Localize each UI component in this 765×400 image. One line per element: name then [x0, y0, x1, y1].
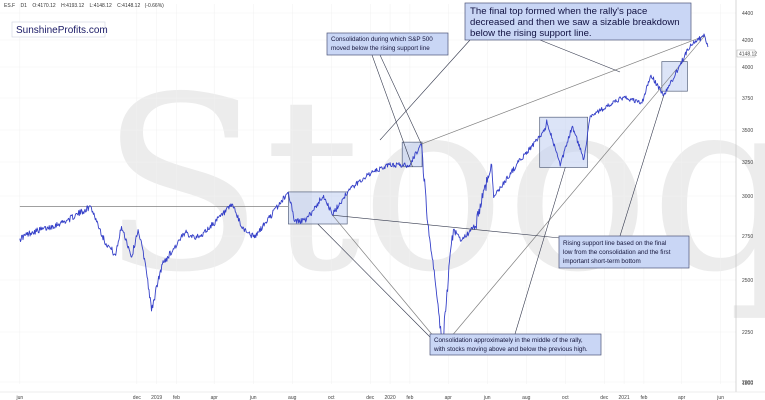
callout-leader-line	[317, 223, 433, 340]
callout-consolidation-sp-line-1: Consolidation during which S&P 500	[331, 36, 433, 43]
callout-rising-support: Rising support line based on the final l…	[558, 235, 690, 269]
callout-final-top: The final top formed when the rally's pa…	[464, 2, 692, 41]
callout-consolidation-middle-line-1: Consolidation approximately in the middl…	[434, 337, 583, 344]
callout-rising-support-line-2: low from the consolidation and the first	[563, 249, 671, 256]
callout-consolidation-middle: Consolidation approximately in the middl…	[429, 333, 602, 356]
x-tick-label: jun	[483, 395, 491, 400]
y-tick-label: 2250	[742, 330, 753, 336]
x-tick-label: 2021	[619, 395, 630, 400]
brand-text: SunshineProfits.com	[16, 25, 108, 36]
callout-consolidation-sp-line-2: moved below the rising support line	[331, 45, 430, 52]
callout-rising-support-line-3: important short-term bottom	[563, 258, 641, 265]
y-tick-label: 3500	[742, 128, 753, 134]
x-tick-label: dec	[133, 395, 142, 400]
x-tick-label: apr	[211, 395, 219, 400]
x-tick-label: apr	[445, 395, 453, 400]
brand-label: SunshineProfits.com	[11, 21, 108, 38]
x-tick-label: apr	[678, 395, 686, 400]
y-tick-label: 3250	[742, 160, 753, 166]
reference-line	[332, 214, 443, 348]
x-tick-label: feb	[406, 395, 413, 400]
reference-line	[442, 35, 705, 348]
change-value: (-0.66%)	[145, 3, 165, 9]
symbol: ES.F	[4, 3, 15, 9]
y-tick-label: 2750	[742, 234, 753, 240]
callout-leader-lines	[317, 39, 665, 340]
x-tick-label: oct	[562, 395, 569, 400]
svg-text:ES.F D1 O:4170.12: ES.F D1 O:4170.12 H:4193.12 L:4148.12 C:…	[4, 3, 164, 9]
callout-leader-line	[371, 54, 413, 167]
reference-line	[421, 35, 705, 145]
y-tick-label: 2000	[742, 380, 753, 386]
x-tick-label: dec	[600, 395, 609, 400]
callout-final-top-line-1: The final top formed when the rally's pa…	[470, 6, 647, 17]
y-axis: 4400 4200 4000 3750 3500 3250 3000 2750 2500 2250…	[742, 11, 753, 387]
y-tick-label: 4000	[742, 65, 753, 71]
x-tick-label: aug	[288, 395, 297, 400]
callout-final-top-line-2: decreased and then we saw a sizable brea…	[470, 17, 680, 28]
x-tick-label: aug	[522, 395, 531, 400]
last-price-value: 4148.12	[739, 52, 757, 58]
callout-leader-line	[619, 95, 665, 237]
x-tick-label: feb	[640, 395, 647, 400]
reference-lines	[19, 35, 705, 348]
y-tick-label: 2500	[742, 278, 753, 284]
callout-leader-line	[332, 214, 561, 239]
ohlc-header: ES.F D1 O:4170.12 H:4193.12 L:4148.12 C:…	[4, 3, 164, 9]
x-tick-label: dec	[366, 395, 375, 400]
high-value: H:4193.12	[61, 3, 84, 9]
callout-rising-support-line-1: Rising support line based on the final	[563, 240, 666, 247]
y-tick-label: 3000	[742, 194, 753, 200]
last-price-tag: 4148.12	[736, 49, 757, 58]
close-value: C:4148.12	[117, 3, 140, 9]
x-tick-label: jun	[15, 395, 23, 400]
callout-consolidation-sp: Consolidation during which S&P 500 moved…	[326, 32, 449, 56]
low-value: L:4148.12	[90, 3, 112, 9]
price-series-line	[19, 33, 709, 348]
y-tick-label: 3750	[742, 96, 753, 102]
y-tick-label: 1800	[742, 381, 753, 387]
watermark: Stooq	[100, 45, 765, 325]
callout-consolidation-middle-line-2: with stocks moving above and below the p…	[433, 346, 588, 353]
consolidation-box	[539, 116, 588, 168]
x-tick-label: 2020	[384, 395, 395, 400]
callout-leader-line	[539, 39, 621, 73]
x-tick-label: 2019	[151, 395, 162, 400]
y-tick-label: 4200	[742, 38, 753, 44]
x-tick-label: jun	[716, 395, 724, 400]
callout-leader-line	[514, 167, 566, 335]
x-tick-label: jun	[249, 395, 257, 400]
x-tick-label: oct	[328, 395, 335, 400]
y-tick-label: 4400	[742, 11, 753, 17]
open-value: O:4170.12	[32, 3, 56, 9]
interval: D1	[21, 3, 28, 9]
callout-leader-line	[379, 54, 422, 145]
callout-leader-line	[379, 39, 471, 141]
x-axis: jun dec 2019 feb apr jun aug oct dec 2020 feb apr ju…	[15, 395, 724, 400]
x-tick-label: feb	[173, 395, 180, 400]
callout-final-top-line-3: below the rising support line.	[470, 28, 592, 39]
